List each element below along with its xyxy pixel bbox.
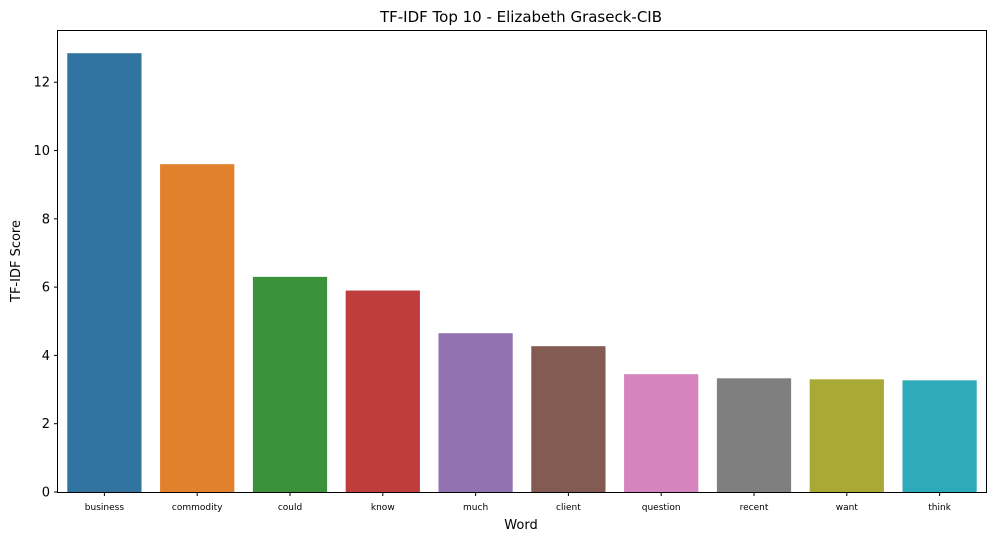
y-tick-label: 12 (33, 76, 50, 91)
chart-title: TF-IDF Top 10 - Elizabeth Graseck-CIB (379, 8, 662, 26)
x-tick-label: want (836, 503, 859, 513)
x-tick-label: client (556, 503, 581, 513)
y-axis-label: TF-IDF Score (9, 220, 24, 303)
y-tick-label: 6 (42, 281, 50, 296)
bar-question (624, 374, 699, 492)
x-tick-label: commodity (172, 503, 223, 513)
bar-business (67, 53, 142, 492)
bar-want (809, 379, 884, 492)
x-tick-label: much (463, 503, 488, 513)
y-tick-label: 2 (42, 417, 50, 432)
x-axis-label: Word (504, 518, 537, 533)
y-tick-label: 4 (42, 349, 50, 364)
bar-could (252, 276, 328, 492)
plot-frame (57, 30, 987, 493)
y-tick-label: 8 (42, 212, 50, 227)
bar-much (438, 333, 513, 492)
y-axis: 0 2 4 6 8 10 12 (33, 76, 58, 501)
bar-think (902, 380, 977, 492)
bar-know (345, 290, 420, 492)
x-tick-label: question (642, 503, 681, 513)
x-tick-label: recent (740, 503, 769, 513)
bar-commodity (160, 164, 235, 492)
x-tick-label: business (85, 503, 125, 513)
x-tick-label: know (371, 503, 395, 513)
x-tick-label: could (278, 503, 302, 513)
x-axis: business commodity could know much client ques… (85, 492, 952, 513)
bar-recent (716, 378, 792, 492)
bars-group (67, 53, 977, 492)
y-tick-label: 0 (42, 486, 50, 501)
x-tick-label: think (928, 503, 951, 513)
bar-client (531, 346, 606, 492)
y-tick-label: 10 (33, 144, 50, 159)
